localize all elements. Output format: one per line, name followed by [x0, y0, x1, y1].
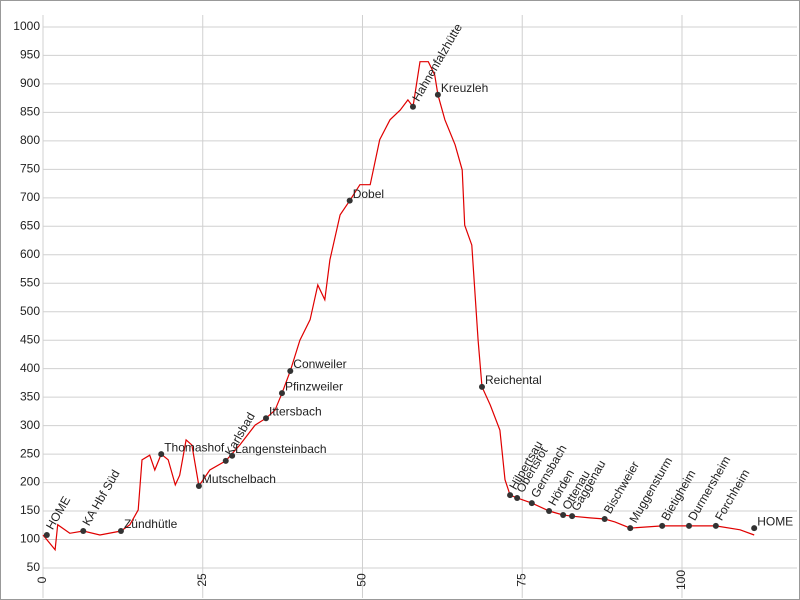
y-tick-label: 100 — [20, 532, 40, 546]
waypoint-marker — [287, 367, 294, 374]
y-tick-label: 50 — [27, 560, 41, 574]
x-tick-label: 0 — [35, 576, 49, 583]
waypoint-marker — [229, 452, 236, 459]
waypoint-marker — [560, 512, 567, 519]
waypoint-marker — [659, 522, 666, 529]
waypoint-label: Kreuzleh — [441, 81, 488, 95]
x-tick-label: 25 — [195, 573, 209, 587]
x-tick-label: 50 — [355, 573, 369, 587]
waypoint-marker — [507, 492, 514, 499]
waypoint-marker — [117, 527, 124, 534]
waypoint-marker — [80, 527, 87, 534]
y-tick-label: 900 — [20, 76, 40, 90]
waypoint-marker — [712, 522, 719, 529]
waypoint-label: Thomashof — [164, 440, 225, 454]
x-tick-label: 75 — [514, 573, 528, 587]
y-tick-label: 200 — [20, 475, 40, 489]
y-tick-label: 550 — [20, 275, 40, 289]
waypoint-marker — [546, 508, 553, 515]
waypoint-marker — [43, 531, 50, 538]
y-tick-label: 300 — [20, 418, 40, 432]
waypoint-marker — [569, 513, 576, 520]
waypoint-label: Langensteinbach — [235, 442, 326, 456]
waypoint-marker — [263, 415, 270, 422]
waypoint-label: HOME — [757, 514, 793, 528]
y-tick-label: 850 — [20, 105, 40, 119]
x-tick-label: 100 — [674, 570, 688, 590]
waypoint-marker — [222, 457, 229, 464]
y-tick-label: 450 — [20, 332, 40, 346]
waypoint-marker — [751, 525, 758, 532]
waypoint-marker — [686, 522, 693, 529]
waypoint-label: Ittersbach — [269, 404, 322, 418]
waypoint-marker — [601, 516, 608, 523]
y-tick-label: 800 — [20, 133, 40, 147]
waypoint-marker — [528, 500, 535, 507]
waypoint-marker — [478, 383, 485, 390]
waypoint-label: Conweiler — [293, 357, 346, 371]
waypoint-marker — [434, 91, 441, 98]
y-tick-label: 500 — [20, 304, 40, 318]
y-tick-label: 400 — [20, 361, 40, 375]
y-tick-label: 350 — [20, 389, 40, 403]
waypoint-label: Dobel — [353, 187, 384, 201]
waypoint-label: Zündhütle — [124, 517, 178, 531]
waypoint-label: Reichental — [485, 373, 542, 387]
waypoint-marker — [514, 494, 521, 501]
elevation-line — [42, 61, 755, 552]
waypoint-label: Pfinzweiler — [285, 379, 343, 393]
waypoint-marker — [158, 451, 165, 458]
waypoint-marker — [627, 525, 634, 532]
waypoint-marker — [409, 103, 416, 110]
waypoint-marker — [346, 197, 353, 204]
y-tick-label: 150 — [20, 503, 40, 517]
y-tick-label: 700 — [20, 190, 40, 204]
y-tick-label: 600 — [20, 247, 40, 261]
y-tick-label: 1000 — [13, 19, 40, 33]
y-tick-label: 650 — [20, 218, 40, 232]
y-tick-label: 750 — [20, 162, 40, 176]
waypoint-marker — [195, 482, 202, 489]
y-tick-label: 950 — [20, 48, 40, 62]
waypoint-marker — [278, 390, 285, 397]
y-tick-label: 250 — [20, 446, 40, 460]
waypoint-label: Mutschelbach — [202, 472, 276, 486]
